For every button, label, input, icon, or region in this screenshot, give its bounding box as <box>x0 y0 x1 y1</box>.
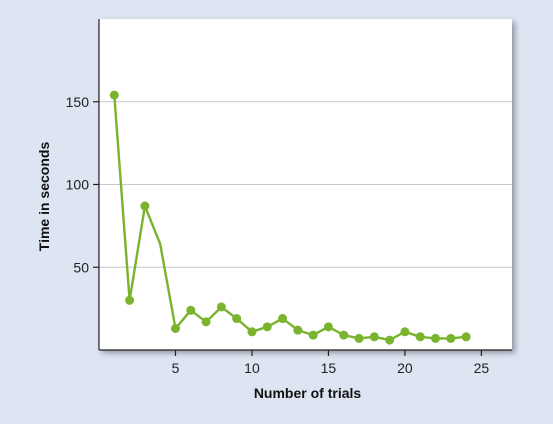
data-series <box>109 90 471 345</box>
x-tick-label: 15 <box>321 360 337 376</box>
y-tick-label: 100 <box>66 177 90 193</box>
data-point <box>262 322 272 332</box>
data-point <box>308 330 318 340</box>
data-point <box>278 314 288 324</box>
data-point <box>293 325 303 335</box>
data-point <box>415 332 425 342</box>
data-point <box>323 322 333 332</box>
data-point <box>400 327 410 337</box>
data-point <box>446 333 456 343</box>
tick-labels: 50 100 150 5 10 15 20 25 <box>66 94 490 376</box>
x-tick-label: 5 <box>172 360 180 376</box>
data-point <box>385 335 395 345</box>
x-axis-title: Number of trials <box>254 385 362 401</box>
data-point <box>369 332 379 342</box>
x-tick-label: 20 <box>397 360 413 376</box>
data-point <box>461 332 471 342</box>
y-tick-label: 150 <box>66 94 90 110</box>
x-tick-label: 10 <box>244 360 260 376</box>
data-point <box>140 201 150 211</box>
data-point <box>186 305 196 315</box>
data-point <box>216 302 226 312</box>
data-point <box>431 333 441 343</box>
grid-lines <box>99 101 512 268</box>
data-point <box>125 295 135 305</box>
y-tick-label: 50 <box>73 259 89 275</box>
data-point <box>232 314 242 324</box>
data-point <box>339 330 349 340</box>
data-point <box>201 317 211 327</box>
data-point <box>247 327 257 337</box>
y-axis-title: Time in seconds <box>36 142 52 252</box>
data-point <box>354 333 364 343</box>
x-tick-label: 25 <box>474 360 490 376</box>
data-point <box>170 323 180 333</box>
data-point <box>109 90 119 100</box>
